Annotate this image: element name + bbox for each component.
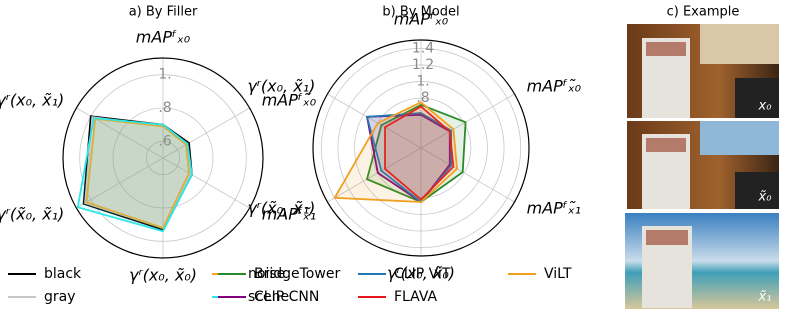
axis-label: mAPᶠₓ₀ — [394, 10, 449, 29]
example-image — [627, 121, 779, 209]
legend-label: ViLT — [544, 266, 572, 282]
r-tick-label: 1.4 — [412, 40, 434, 56]
axis-label: γʳ(x₀, x̃₀) — [387, 264, 455, 283]
legend-label: scene — [248, 289, 289, 305]
grid-circle — [320, 47, 522, 249]
axis-label: γʳ(x̃₀, x̃₁) — [247, 199, 315, 218]
r-tick-label: 1. — [416, 74, 429, 90]
legend-label: gray — [44, 289, 76, 305]
r-tick-label: .6 — [158, 133, 171, 149]
r-tick-label: 1. — [158, 67, 171, 83]
spoke — [420, 93, 515, 149]
outer-circle — [312, 39, 530, 257]
image-label: x̃₀ — [758, 190, 773, 205]
example-title: c) Example — [667, 5, 740, 20]
example-image — [625, 213, 779, 309]
grid-circle — [370, 97, 472, 199]
grid-circle — [145, 140, 181, 176]
r-tick-label: 1.2 — [412, 57, 434, 73]
grid-circle — [112, 107, 214, 209]
chart-title: a) By Filler — [129, 5, 198, 20]
axis-label: mAPᶠₓ̃₁ — [262, 205, 316, 224]
image-label: x̃₁ — [758, 290, 772, 305]
example-image — [627, 24, 779, 118]
legend-label: CLIP CNN — [254, 289, 319, 305]
spoke — [327, 93, 422, 149]
axis-label: γʳ(x₀, x̃₁) — [247, 77, 315, 96]
legend-label: CLIP ViT — [394, 266, 451, 282]
axis-label: γʳ(x₀, x̃₀) — [129, 266, 197, 285]
legend-label: black — [44, 266, 82, 282]
spoke — [420, 147, 515, 203]
legend-label: FLAVA — [394, 289, 438, 305]
legend-label: BridgeTower — [254, 266, 340, 282]
axis-label: mAPᶠₓ₀ — [136, 28, 191, 47]
spoke — [327, 147, 422, 203]
series-polygon — [333, 101, 458, 203]
grid-circle — [354, 81, 488, 215]
axis-label: mAPᶠₓ̃₀ — [527, 77, 582, 96]
r-tick-label: .8 — [158, 100, 171, 116]
outer-circle — [62, 57, 264, 259]
chart-title: b) By Model — [382, 5, 459, 20]
grid-circle — [79, 74, 247, 242]
legend-label: noise — [248, 266, 285, 282]
series-polygon — [384, 105, 455, 201]
axis-label: mAPᶠₓ̃₁ — [527, 199, 581, 218]
grid-circle — [337, 64, 505, 232]
axis-label: γʳ(x̃₀, x̃₁) — [0, 205, 64, 224]
image-label: x₀ — [758, 99, 773, 114]
axis-label: γʳ(x₀, x̃₁) — [0, 91, 64, 110]
axis-label: mAPᶠₓ̃₀ — [262, 91, 317, 110]
series-polygon — [76, 117, 193, 233]
